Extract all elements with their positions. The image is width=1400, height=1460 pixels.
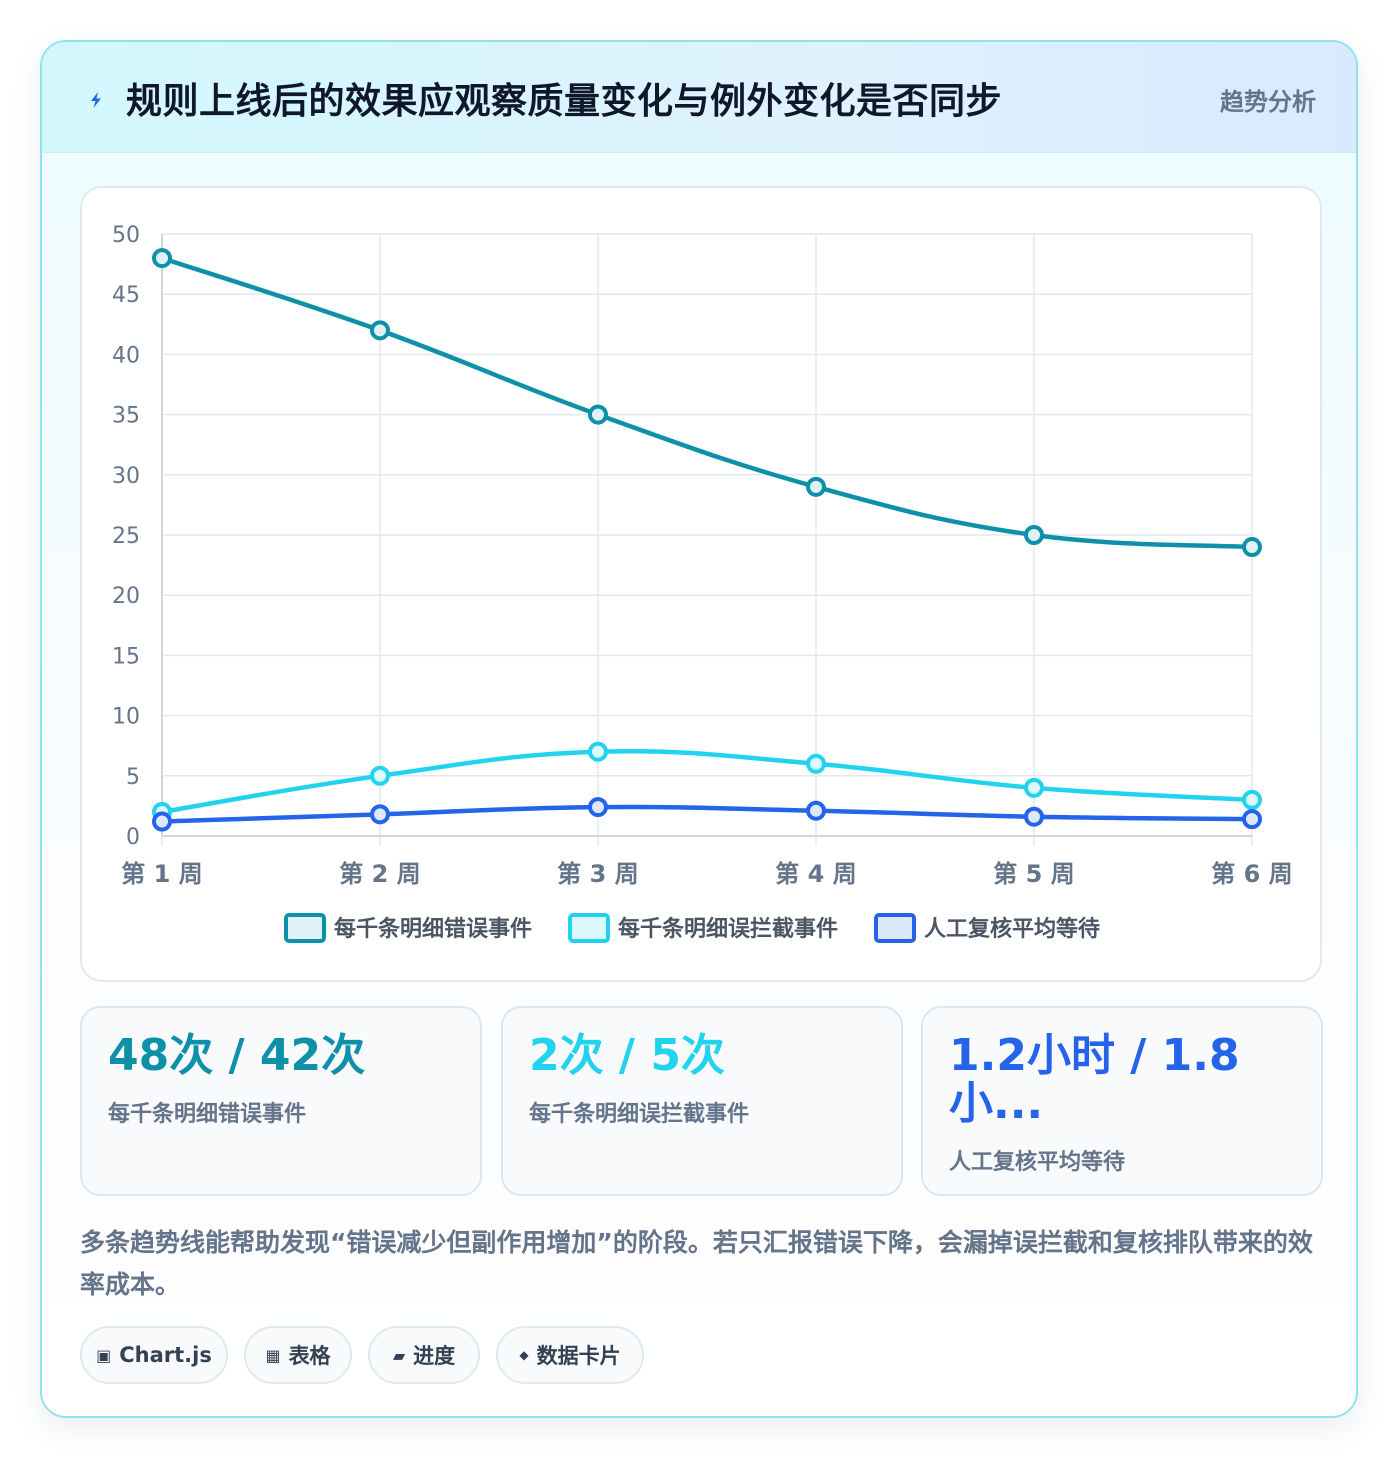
data-point [588,797,608,818]
chart-panel: 0 5 10 15 20 25 30 35 40 45 50 第 1 周 第 2 周 第 3 周 第 4 周… [80,186,1322,982]
chip-label: 进度 [413,1344,456,1368]
card-header: 规则上线后的效果应观察质量变化与例外变化是否同步 趋势分析 [42,42,1356,153]
kpi-card-errors: 48次 / 42次 每千条明细错误事件 [80,1006,482,1196]
series-line-2 [159,748,1255,815]
y-tick-label: 45 [112,283,140,308]
y-tick-label: 25 [112,524,140,549]
data-point [1242,809,1262,830]
y-tick-label: 5 [126,765,140,790]
chip-label: 表格 [288,1344,331,1368]
y-tick-label: 50 [112,223,140,248]
data-point [588,404,608,425]
progress-icon: ▰ [392,1345,406,1365]
y-tick-label: 30 [112,464,140,489]
line-chart: 0 5 10 15 20 25 30 35 40 45 50 第 1 周 第 2 周 第 3 周 第 4 周… [112,223,1293,943]
y-tick-label: 10 [112,705,140,730]
trend-card: 规则上线后的效果应观察质量变化与例外变化是否同步 趋势分析 0 5 10 15 20 25… [40,40,1358,1418]
x-tick-label: 第 1 周 [121,860,202,888]
diamond-icon: ◆ [519,1348,529,1362]
data-point [370,765,390,786]
data-point [1024,525,1044,545]
data-point [370,804,390,825]
kpi-card-review-wait: 1.2小时 / 1.8 小... 人工复核平均等待 [921,1006,1323,1196]
kpi-label: 每千条明细误拦截事件 [529,1102,750,1127]
kpi-value: 2次 / 5次 [529,1030,725,1081]
legend-label: 每千条明细误拦截事件 [618,916,838,942]
data-point [1242,789,1262,810]
y-tick-label: 15 [112,644,140,669]
legend-swatch [284,913,326,943]
section-badge: 趋势分析 [1220,88,1316,116]
data-point [370,320,390,341]
y-tick-label: 35 [112,404,140,429]
table-icon: ▦ [265,1345,281,1365]
data-point [152,811,172,832]
page-title: 规则上线后的效果应观察质量变化与例外变化是否同步 [126,81,1003,122]
x-tick-label: 第 2 周 [339,860,420,888]
data-point [1024,806,1044,827]
kpi-card-false-blocks: 2次 / 5次 每千条明细误拦截事件 [501,1006,903,1196]
chip-data-card[interactable]: ◆ 数据卡片 [496,1326,644,1384]
data-point [152,248,172,269]
x-tick-label: 第 5 周 [993,860,1074,888]
legend-swatch [874,913,916,943]
chip-table[interactable]: ▦ 表格 [244,1326,352,1384]
kpi-label: 每千条明细错误事件 [108,1102,307,1127]
data-point [1242,537,1262,558]
series-line-3 [159,804,1255,824]
x-tick-label: 第 3 周 [557,860,638,888]
chip-label: Chart.js [119,1343,212,1367]
chip-progress[interactable]: ▰ 进度 [368,1326,480,1384]
series-line-1 [159,255,1255,550]
legend-swatch [568,913,610,943]
legend-label: 人工复核平均等待 [924,916,1100,942]
data-point [588,741,608,762]
legend-label: 每千条明细错误事件 [334,916,532,942]
y-tick-label: 20 [112,584,140,609]
chip-chartjs[interactable]: ▣ Chart.js [80,1326,228,1384]
data-point [806,476,826,497]
data-point [1024,777,1044,798]
data-point [806,753,826,774]
x-tick-label: 第 6 周 [1211,860,1292,888]
x-tick-label: 第 4 周 [775,860,856,888]
y-tick-label: 0 [126,825,140,850]
lightning-icon [91,92,101,108]
kpi-label: 人工复核平均等待 [949,1150,1126,1175]
data-point [806,800,826,821]
kpi-value: 48次 / 42次 [108,1030,366,1081]
chart-icon: ▣ [96,1345,112,1365]
chip-label: 数据卡片 [536,1344,621,1368]
y-tick-label: 40 [112,343,140,368]
kpi-value: 1.2小时 / 1.8 小... [949,1030,1240,1129]
insight-note: 多条趋势线能帮助发现“错误减少但副作用增加”的阶段。若只汇报错误下降，会漏掉误拦… [80,1228,1313,1299]
